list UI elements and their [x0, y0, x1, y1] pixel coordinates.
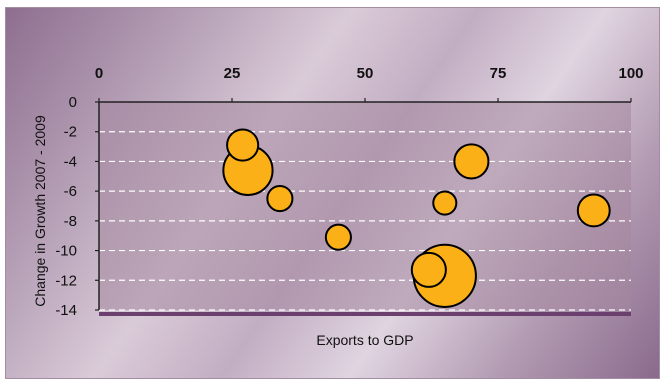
x-tick-label: 50: [357, 65, 374, 82]
bubble-point: [432, 190, 458, 216]
y-tick-label: -14: [55, 302, 77, 319]
bubbles: [222, 128, 611, 308]
bubble-point: [410, 251, 447, 288]
y-tick-labels: 0 -2 -4 -6 -8 -10 -12 -14: [55, 94, 77, 319]
x-tick-label: 0: [95, 65, 103, 82]
plot-area: [99, 102, 631, 310]
bubble-point: [576, 193, 611, 228]
y-tick-label: -12: [55, 272, 77, 289]
bubble-chart: 0 25 50 75 100 0 -2 -4 -6 -8 -10 -12 -14 Exports to…: [32, 65, 644, 348]
plot-floor-bar: [99, 312, 631, 316]
y-tick-label: 0: [69, 94, 77, 111]
x-tick-label: 75: [490, 65, 507, 82]
y-tick-label: -2: [64, 124, 77, 141]
x-axis-title: Exports to GDP: [316, 332, 413, 348]
y-tick-label: -8: [64, 213, 77, 230]
x-tick-label: 25: [224, 65, 241, 82]
axes: [95, 98, 632, 316]
bubble-point: [266, 185, 294, 213]
chart-area: 0 25 50 75 100 0 -2 -4 -6 -8 -10 -12 -14 Exports to…: [5, 7, 660, 379]
y-tick-label: -4: [64, 153, 77, 170]
bubble-point: [226, 128, 260, 162]
gridlines: [99, 131, 631, 311]
x-tick-label: 100: [618, 65, 643, 82]
bubble-point: [324, 223, 352, 251]
y-tick-label: -10: [55, 243, 77, 260]
y-axis-title: Change in Growth 2007 - 2009: [32, 115, 48, 307]
y-tick-label: -6: [64, 183, 77, 200]
x-tick-labels: 0 25 50 75 100: [95, 65, 644, 82]
bubble-point: [453, 143, 490, 180]
